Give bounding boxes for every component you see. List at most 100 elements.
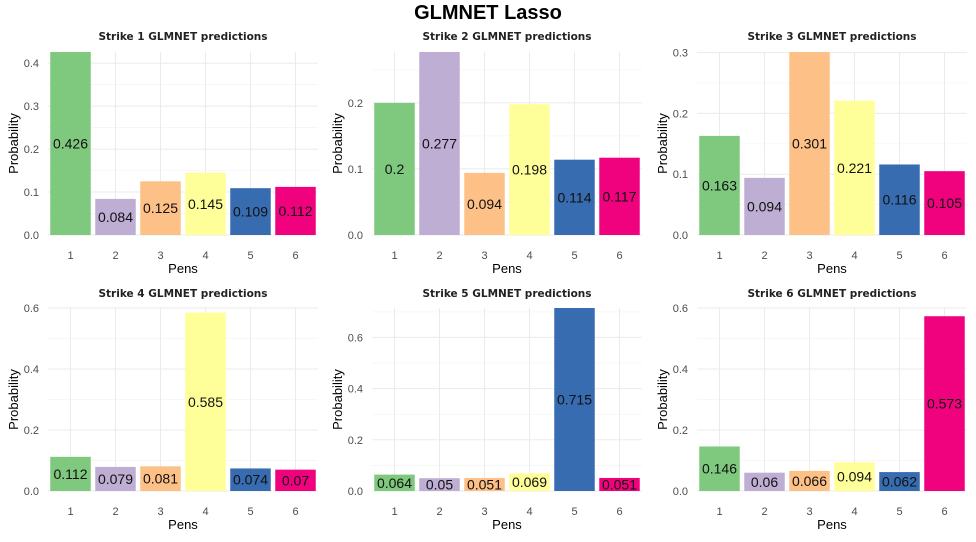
x-tick-label: 3 bbox=[806, 250, 812, 262]
x-tick-label: 6 bbox=[941, 506, 947, 518]
y-tick-label: 0.0 bbox=[24, 486, 39, 498]
y-tick-label: 0.4 bbox=[24, 364, 39, 376]
data-label: 0.062 bbox=[882, 474, 917, 490]
bar-pen-5 bbox=[879, 472, 920, 491]
x-tick-label: 2 bbox=[436, 250, 442, 262]
bar-pen-2 bbox=[744, 472, 785, 491]
data-label: 0.105 bbox=[927, 195, 962, 211]
bar-pen-1 bbox=[699, 135, 740, 235]
data-label: 0.084 bbox=[98, 209, 133, 225]
bar-pen-6 bbox=[275, 469, 316, 491]
y-axis-title: Probability bbox=[6, 113, 21, 174]
data-label: 0.426 bbox=[53, 136, 88, 152]
bar-pen-1 bbox=[699, 446, 740, 491]
data-label: 0.715 bbox=[557, 392, 592, 408]
y-tick-label: 0.4 bbox=[673, 364, 688, 376]
y-tick-label: 0.6 bbox=[673, 303, 688, 315]
bar-pen-3 bbox=[464, 172, 505, 235]
data-label: 0.2 bbox=[385, 161, 405, 177]
bar-pen-1 bbox=[50, 52, 91, 235]
data-label: 0.573 bbox=[927, 396, 962, 412]
bar-pen-2 bbox=[95, 198, 136, 235]
x-axis-title: Pens bbox=[168, 261, 198, 276]
x-tick-label: 1 bbox=[716, 250, 722, 262]
bar-pen-3 bbox=[140, 466, 181, 491]
bar-pen-6 bbox=[924, 171, 965, 235]
x-tick-label: 6 bbox=[292, 506, 298, 518]
y-tick-label: 0.1 bbox=[24, 187, 39, 199]
y-tick-label: 0.4 bbox=[348, 384, 363, 396]
data-label: 0.094 bbox=[467, 196, 502, 212]
panel-title: Strike 6 GLMNET predictions bbox=[747, 288, 916, 300]
x-tick-label: 3 bbox=[806, 506, 812, 518]
data-label: 0.585 bbox=[188, 394, 223, 410]
bar-pen-3 bbox=[464, 477, 505, 491]
data-label: 0.094 bbox=[837, 469, 872, 485]
y-tick-label: 0.1 bbox=[348, 164, 363, 176]
x-tick-label: 5 bbox=[247, 250, 253, 262]
chart-panel-4: 0.112 0.079 0.081 0.585 0.074 0.07 0.0 0.2 0.4 0.… bbox=[6, 288, 318, 532]
data-label: 0.109 bbox=[233, 204, 268, 220]
bar-pen-1 bbox=[50, 456, 91, 491]
x-tick-label: 2 bbox=[112, 250, 118, 262]
data-label: 0.051 bbox=[467, 476, 502, 492]
chart-panel-6: 0.146 0.06 0.066 0.094 0.062 0.573 0.0 0.2 0.4 0.… bbox=[655, 288, 967, 532]
y-axis-title: Probability bbox=[655, 113, 670, 174]
bar-pen-3 bbox=[789, 52, 830, 235]
bar-pen-6 bbox=[599, 157, 640, 235]
x-tick-label: 2 bbox=[761, 506, 767, 518]
y-tick-label: 0.0 bbox=[348, 486, 363, 498]
data-label: 0.301 bbox=[792, 136, 827, 152]
x-axis-title: Pens bbox=[492, 517, 522, 532]
data-label: 0.145 bbox=[188, 196, 223, 212]
data-label: 0.094 bbox=[747, 198, 782, 214]
y-axis-title: Probability bbox=[655, 369, 670, 430]
x-tick-label: 6 bbox=[292, 250, 298, 262]
data-label: 0.221 bbox=[837, 160, 872, 176]
x-tick-label: 5 bbox=[571, 250, 577, 262]
data-label: 0.198 bbox=[512, 162, 547, 178]
y-tick-label: 0.2 bbox=[348, 98, 363, 110]
panel-title: Strike 4 GLMNET predictions bbox=[98, 288, 267, 300]
x-tick-label: 3 bbox=[157, 506, 163, 518]
chart-panel-3: 0.163 0.094 0.301 0.221 0.116 0.105 0.0 0.1 0.2 0… bbox=[655, 31, 967, 276]
bar-pen-4 bbox=[509, 473, 550, 491]
bar-pen-5 bbox=[230, 468, 271, 491]
data-label: 0.051 bbox=[602, 476, 637, 492]
chart-panel-5: 0.064 0.05 0.051 0.069 0.715 0.051 0.0 0.2 0.4 0.… bbox=[330, 288, 642, 532]
y-tick-label: 0.2 bbox=[348, 435, 363, 447]
data-label: 0.069 bbox=[512, 474, 547, 490]
bar-pen-5 bbox=[554, 159, 595, 235]
data-label: 0.064 bbox=[377, 475, 412, 491]
data-label: 0.066 bbox=[792, 473, 827, 489]
bar-pen-4 bbox=[185, 312, 226, 491]
bar-pen-1 bbox=[374, 474, 415, 491]
y-tick-label: 0.0 bbox=[348, 230, 363, 242]
y-tick-label: 0.0 bbox=[24, 230, 39, 242]
x-tick-label: 4 bbox=[851, 250, 857, 262]
bar-pen-6 bbox=[924, 316, 965, 491]
y-axis-title: Probability bbox=[330, 369, 345, 430]
bar-pen-2 bbox=[419, 478, 460, 491]
x-tick-label: 2 bbox=[436, 506, 442, 518]
data-label: 0.112 bbox=[54, 466, 88, 482]
x-tick-label: 3 bbox=[481, 506, 487, 518]
x-tick-label: 3 bbox=[157, 250, 163, 262]
data-label: 0.114 bbox=[558, 189, 592, 205]
x-tick-label: 6 bbox=[941, 250, 947, 262]
bar-pen-3 bbox=[140, 181, 181, 235]
bar-pen-3 bbox=[789, 470, 830, 491]
data-label: 0.146 bbox=[702, 461, 737, 477]
data-label: 0.277 bbox=[422, 136, 457, 152]
bar-pen-4 bbox=[185, 172, 226, 235]
data-label: 0.163 bbox=[702, 177, 737, 193]
y-axis-title: Probability bbox=[330, 113, 345, 174]
y-tick-label: 0.3 bbox=[673, 48, 688, 60]
x-tick-label: 1 bbox=[391, 250, 397, 262]
bar-pen-2 bbox=[419, 52, 460, 235]
bar-pen-5 bbox=[879, 164, 920, 235]
x-tick-label: 4 bbox=[526, 506, 532, 518]
x-tick-label: 5 bbox=[247, 506, 253, 518]
bar-pen-6 bbox=[275, 186, 316, 235]
